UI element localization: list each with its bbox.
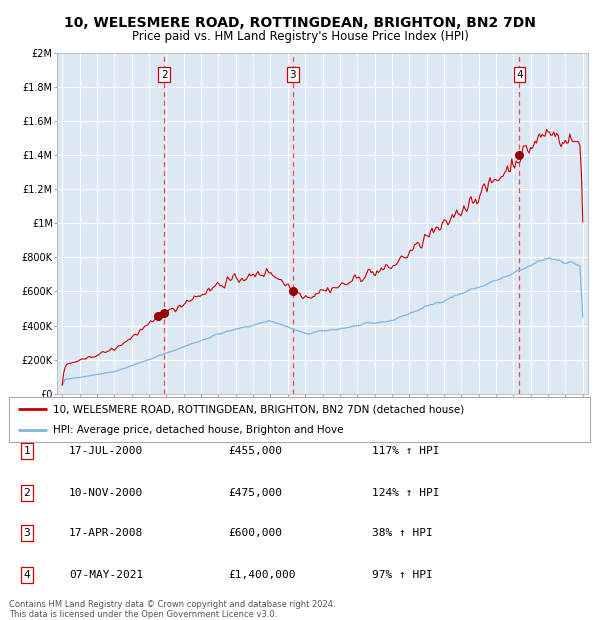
Text: £475,000: £475,000 <box>228 488 282 498</box>
Text: 124% ↑ HPI: 124% ↑ HPI <box>372 488 439 498</box>
Text: £600,000: £600,000 <box>228 528 282 538</box>
Text: 10-NOV-2000: 10-NOV-2000 <box>69 488 143 498</box>
Text: 17-APR-2008: 17-APR-2008 <box>69 528 143 538</box>
Text: £455,000: £455,000 <box>228 446 282 456</box>
Text: 117% ↑ HPI: 117% ↑ HPI <box>372 446 439 456</box>
Text: 38% ↑ HPI: 38% ↑ HPI <box>372 528 433 538</box>
Text: 10, WELESMERE ROAD, ROTTINGDEAN, BRIGHTON, BN2 7DN: 10, WELESMERE ROAD, ROTTINGDEAN, BRIGHTO… <box>64 16 536 30</box>
Text: 10, WELESMERE ROAD, ROTTINGDEAN, BRIGHTON, BN2 7DN (detached house): 10, WELESMERE ROAD, ROTTINGDEAN, BRIGHTO… <box>53 404 464 414</box>
Text: 3: 3 <box>290 70 296 80</box>
Text: 2: 2 <box>23 488 31 498</box>
Text: Contains HM Land Registry data © Crown copyright and database right 2024.
This d: Contains HM Land Registry data © Crown c… <box>9 600 335 619</box>
Text: 3: 3 <box>23 528 31 538</box>
Text: 2: 2 <box>161 70 167 80</box>
Text: 4: 4 <box>516 70 523 80</box>
Text: 4: 4 <box>23 570 31 580</box>
Text: HPI: Average price, detached house, Brighton and Hove: HPI: Average price, detached house, Brig… <box>53 425 343 435</box>
Text: 17-JUL-2000: 17-JUL-2000 <box>69 446 143 456</box>
Text: 97% ↑ HPI: 97% ↑ HPI <box>372 570 433 580</box>
Text: 07-MAY-2021: 07-MAY-2021 <box>69 570 143 580</box>
Text: Price paid vs. HM Land Registry's House Price Index (HPI): Price paid vs. HM Land Registry's House … <box>131 30 469 43</box>
Text: £1,400,000: £1,400,000 <box>228 570 296 580</box>
Text: 1: 1 <box>23 446 31 456</box>
